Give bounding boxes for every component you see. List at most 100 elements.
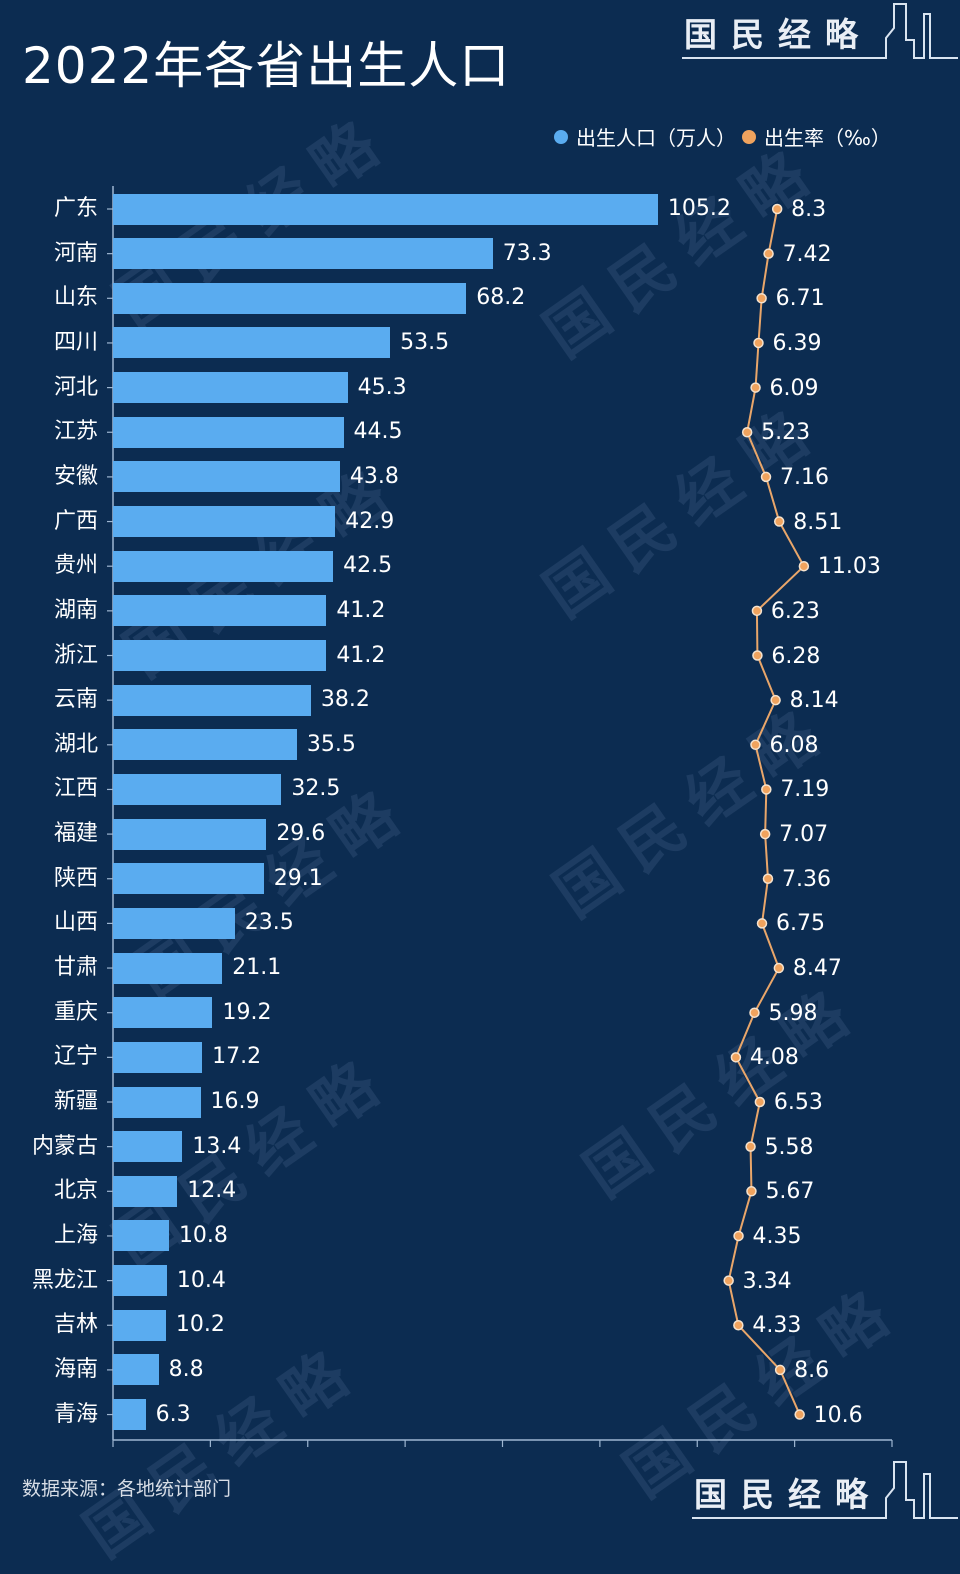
bar-value-label: 42.5: [343, 553, 393, 579]
bar-births: [113, 1041, 203, 1073]
rate-point-marker: [730, 1052, 742, 1063]
category-label: 浙江: [53, 642, 98, 668]
bar-births: [113, 1399, 146, 1431]
rate-point-marker: [749, 1007, 760, 1018]
rate-point-marker: [745, 1141, 756, 1152]
rate-point-marker: [774, 1364, 786, 1376]
bar-births: [113, 684, 311, 716]
bar-value-label: 35.5: [306, 731, 356, 757]
bar-births: [113, 550, 334, 582]
legend-item-births: 出生人口（万人）: [554, 122, 736, 151]
bar-births: [113, 461, 340, 493]
bar-value-label: 105.2: [667, 196, 731, 221]
rate-value-label: 4.33: [752, 1313, 802, 1339]
page-title: 2022年各省出生人口: [22, 37, 511, 95]
category-label: 内蒙古: [31, 1133, 98, 1159]
bar-births: [113, 863, 264, 895]
rate-value-label: 6.71: [775, 286, 825, 312]
rate-point-marker: [733, 1230, 744, 1242]
bar-value-label: 6.3: [155, 1401, 191, 1427]
bar-value-label: 32.5: [291, 776, 341, 802]
bar-births: [113, 416, 344, 448]
category-label: 江苏: [53, 419, 98, 445]
category-label: 陕西: [53, 865, 98, 891]
bar-value-label: 41.2: [336, 642, 386, 668]
bar-value-label: 41.2: [336, 597, 386, 623]
legend-label-rate: 出生率（‰）: [764, 126, 891, 150]
bar-value-label: 8.8: [168, 1356, 204, 1382]
category-label: 广东: [53, 196, 98, 221]
category-label: 湖北: [53, 731, 98, 757]
rate-value-label: 4.08: [749, 1045, 799, 1071]
rate-point-marker: [751, 605, 763, 617]
category-label: 青海: [53, 1401, 98, 1427]
rate-value-label: 6.08: [769, 732, 819, 758]
category-label: 广西: [53, 508, 98, 534]
rate-point-marker: [723, 1275, 734, 1286]
rate-value-label: 7.36: [781, 866, 831, 892]
bar-value-label: 19.2: [222, 999, 272, 1025]
rate-point-marker: [773, 962, 785, 974]
bar-births: [113, 729, 297, 761]
category-label: 贵州: [53, 553, 98, 579]
bar-value-label: 21.1: [232, 955, 282, 981]
bar-value-label: 45.3: [357, 374, 407, 400]
rate-point-marker: [754, 1096, 766, 1108]
rate-point-marker: [752, 650, 763, 661]
category-label: 甘肃: [53, 955, 98, 981]
bar-value-label: 68.2: [476, 285, 526, 311]
rate-point-marker: [750, 739, 761, 751]
brand-logo-text-bottom: 国民经略: [694, 1475, 882, 1514]
rate-value-label: 5.67: [765, 1179, 815, 1205]
rate-point-marker: [756, 293, 767, 304]
bar-value-label: 13.4: [192, 1133, 242, 1159]
rate-value-label: 5.23: [761, 420, 811, 446]
rate-point-marker: [762, 873, 774, 884]
rate-value-label: 8.6: [794, 1357, 830, 1383]
rate-value-label: 7.19: [780, 777, 830, 803]
bar-births: [113, 506, 336, 538]
rate-point-marker: [771, 203, 783, 215]
bar-births: [113, 640, 327, 671]
rate-point-marker: [761, 784, 772, 795]
bar-value-label: 10.4: [176, 1267, 226, 1293]
rate-value-label: 6.39: [772, 330, 822, 356]
bar-births: [113, 1131, 183, 1163]
data-source-note: 数据来源：各地统计部门: [22, 1478, 232, 1500]
rate-point-marker: [770, 694, 781, 706]
bar-births: [113, 907, 235, 939]
bar-births: [113, 1354, 159, 1386]
rate-value-label: 7.16: [780, 464, 829, 490]
rate-point-marker: [750, 382, 761, 393]
rate-value-label: 8.51: [793, 509, 843, 535]
brand-logo-top: 国民经略: [680, 0, 960, 64]
rate-value-label: 6.53: [773, 1090, 823, 1115]
rate-point-marker: [746, 1186, 757, 1197]
bar-births: [113, 1309, 166, 1341]
rate-point-marker: [760, 471, 772, 483]
bar-value-label: 53.5: [400, 329, 450, 355]
bar-births: [113, 372, 348, 404]
rate-value-label: 5.98: [768, 1000, 818, 1026]
bar-value-label: 17.2: [212, 1044, 262, 1070]
rate-point-marker: [798, 560, 810, 572]
bar-births: [113, 773, 282, 805]
bar-value-label: 44.5: [353, 419, 403, 445]
bar-births: [113, 1086, 201, 1118]
bar-births: [113, 193, 658, 225]
rate-value-label: 8.3: [791, 197, 827, 222]
category-label: 河南: [53, 240, 98, 266]
rate-point-marker: [763, 248, 774, 259]
rate-value-label: 6.75: [776, 911, 825, 937]
bar-value-label: 16.9: [210, 1089, 260, 1114]
category-label: 安徽: [53, 463, 98, 489]
rate-value-label: 6.09: [769, 375, 819, 401]
rate-point-marker: [759, 828, 771, 840]
bar-value-label: 29.6: [276, 821, 326, 847]
brand-logo-text: 国民经略: [684, 15, 872, 54]
rate-value-label: 10.6: [813, 1402, 863, 1428]
category-label: 新疆: [53, 1089, 98, 1114]
chart-svg: [107, 186, 893, 1447]
rate-point-marker: [733, 1320, 744, 1331]
category-label: 山东: [53, 285, 98, 311]
